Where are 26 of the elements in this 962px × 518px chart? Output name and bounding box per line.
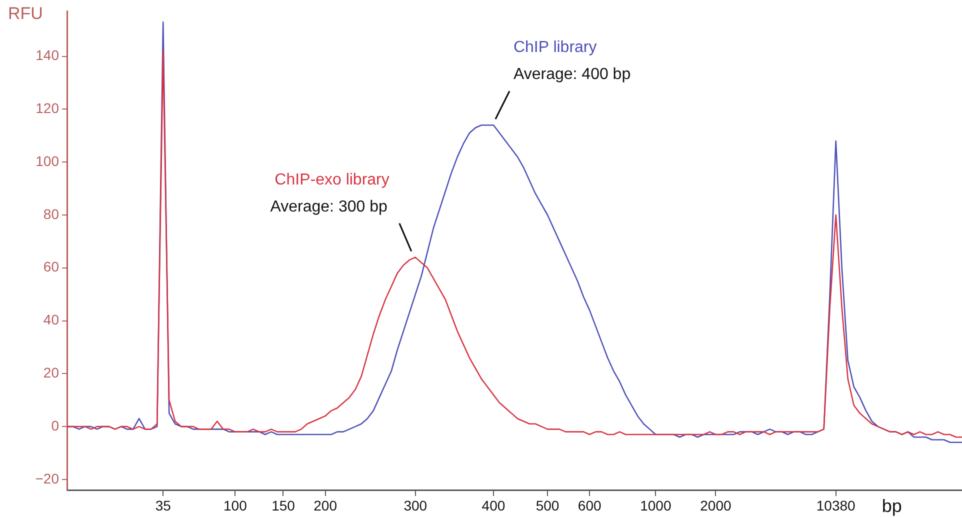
y-tick-label: 100 [36, 152, 60, 169]
x-tick-label: 2000 [700, 497, 732, 514]
y-tick-label: 140 [36, 47, 60, 64]
x-tick-label: 10380 [816, 497, 856, 514]
annotation: Average: 400 bp [513, 66, 631, 84]
x-tick-label: 35 [155, 497, 172, 514]
text: ChIP-exo library [274, 171, 390, 188]
y-tick-label: 120 [36, 100, 60, 116]
y-tick-label: 20 [43, 364, 60, 381]
y-tick-label: −20 [35, 470, 60, 486]
x-tick-label: 300 [404, 497, 428, 514]
x-tick-label: 1000 [640, 497, 672, 514]
y-axis-title: RFU [8, 4, 43, 24]
y-tick-label: 40 [43, 312, 60, 328]
annotation: Average: 300 bp [270, 198, 388, 216]
y-tick-label: 80 [43, 206, 60, 222]
x-tick-label: 150 [272, 497, 296, 514]
x-tick-label: 600 [578, 497, 602, 514]
text: ChIP library [513, 39, 597, 56]
x-tick-label: 500 [536, 497, 560, 514]
y-tick-label: 0 [51, 417, 60, 434]
x-tick-label: 200 [314, 497, 338, 514]
x-tick-label: 400 [482, 497, 506, 514]
x-axis-title: bp [882, 496, 902, 516]
y-tick-label: 60 [43, 258, 60, 275]
x-tick-label: 100 [224, 497, 248, 514]
